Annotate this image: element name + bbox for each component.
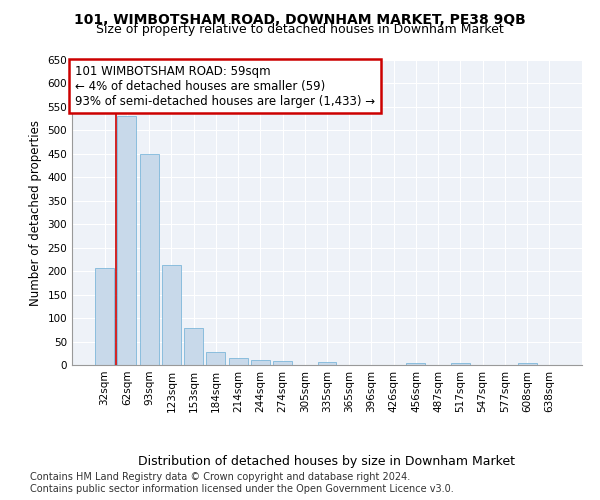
Bar (229, 358, 248, 365)
Text: Contains HM Land Registry data © Crown copyright and database right 2024.: Contains HM Land Registry data © Crown c… (30, 472, 410, 482)
Bar (95, 268, 114, 365)
Bar (451, 362, 470, 365)
Text: Size of property relative to detached houses in Downham Market: Size of property relative to detached ho… (96, 24, 504, 36)
Bar (317, 362, 337, 365)
Text: 101, WIMBOTSHAM ROAD, DOWNHAM MARKET, PE38 9QB: 101, WIMBOTSHAM ROAD, DOWNHAM MARKET, PE… (74, 12, 526, 26)
Text: Distribution of detached houses by size in Downham Market: Distribution of detached houses by size … (139, 455, 515, 468)
Bar (206, 352, 225, 365)
Bar (273, 361, 292, 365)
Bar (251, 360, 270, 365)
Text: Contains public sector information licensed under the Open Government Licence v3: Contains public sector information licen… (30, 484, 454, 494)
Bar (118, 116, 136, 365)
Bar (184, 328, 203, 365)
Bar (140, 154, 158, 365)
Y-axis label: Number of detached properties: Number of detached properties (29, 120, 42, 306)
Bar (162, 265, 181, 365)
Bar (518, 362, 536, 365)
Bar (406, 362, 425, 365)
Text: 101 WIMBOTSHAM ROAD: 59sqm
← 4% of detached houses are smaller (59)
93% of semi-: 101 WIMBOTSHAM ROAD: 59sqm ← 4% of detac… (74, 64, 374, 108)
